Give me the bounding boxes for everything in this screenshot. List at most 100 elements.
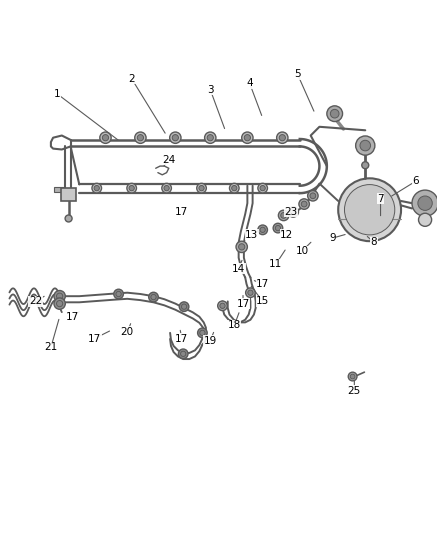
Circle shape bbox=[338, 179, 401, 241]
Text: 9: 9 bbox=[329, 233, 336, 243]
Circle shape bbox=[57, 301, 63, 306]
Circle shape bbox=[178, 349, 188, 359]
Circle shape bbox=[301, 201, 307, 207]
Circle shape bbox=[170, 132, 181, 143]
Text: 18: 18 bbox=[228, 320, 241, 330]
Text: 6: 6 bbox=[412, 176, 419, 187]
Bar bbox=[54, 187, 63, 192]
Text: 3: 3 bbox=[207, 85, 214, 95]
Circle shape bbox=[220, 303, 225, 309]
Circle shape bbox=[149, 292, 158, 302]
Text: 24: 24 bbox=[162, 155, 175, 165]
Bar bbox=[61, 188, 76, 201]
Circle shape bbox=[356, 136, 375, 155]
Circle shape bbox=[137, 134, 144, 141]
Text: 5: 5 bbox=[294, 69, 301, 79]
Circle shape bbox=[258, 183, 268, 193]
Circle shape bbox=[164, 185, 169, 191]
Text: 17: 17 bbox=[175, 334, 188, 344]
Circle shape bbox=[290, 209, 296, 215]
Circle shape bbox=[230, 183, 239, 193]
Circle shape bbox=[260, 227, 265, 232]
Circle shape bbox=[327, 106, 343, 122]
Text: 17: 17 bbox=[66, 312, 79, 322]
Circle shape bbox=[129, 185, 134, 191]
Text: 1: 1 bbox=[54, 89, 61, 99]
Circle shape bbox=[232, 185, 237, 191]
Circle shape bbox=[412, 190, 438, 216]
Text: 23: 23 bbox=[284, 207, 298, 217]
Circle shape bbox=[277, 132, 288, 143]
Text: 17: 17 bbox=[88, 334, 101, 344]
Circle shape bbox=[116, 292, 121, 297]
Circle shape bbox=[279, 134, 286, 141]
Circle shape bbox=[102, 134, 109, 141]
Circle shape bbox=[239, 244, 245, 250]
Text: 20: 20 bbox=[121, 327, 134, 337]
Circle shape bbox=[310, 193, 316, 199]
Text: 7: 7 bbox=[377, 194, 384, 204]
Circle shape bbox=[179, 302, 189, 311]
Circle shape bbox=[65, 215, 72, 222]
Text: 12: 12 bbox=[280, 230, 293, 240]
Text: 8: 8 bbox=[371, 238, 377, 247]
Circle shape bbox=[94, 185, 99, 191]
Circle shape bbox=[288, 207, 298, 217]
Circle shape bbox=[299, 199, 309, 209]
Circle shape bbox=[151, 294, 156, 300]
Text: 17: 17 bbox=[256, 279, 269, 289]
Circle shape bbox=[348, 372, 357, 381]
Circle shape bbox=[127, 183, 137, 193]
Circle shape bbox=[281, 213, 286, 219]
Circle shape bbox=[246, 288, 255, 297]
Text: 15: 15 bbox=[256, 296, 269, 306]
Text: 2: 2 bbox=[128, 74, 135, 84]
Circle shape bbox=[260, 185, 265, 191]
Circle shape bbox=[242, 132, 253, 143]
Circle shape bbox=[419, 213, 431, 227]
Text: 17: 17 bbox=[237, 298, 250, 309]
Text: 19: 19 bbox=[204, 336, 217, 346]
Circle shape bbox=[418, 196, 432, 211]
Circle shape bbox=[273, 223, 283, 233]
Circle shape bbox=[197, 183, 206, 193]
Circle shape bbox=[199, 185, 204, 191]
Circle shape bbox=[244, 134, 251, 141]
Text: 11: 11 bbox=[269, 260, 283, 269]
Circle shape bbox=[218, 301, 227, 311]
Circle shape bbox=[54, 298, 65, 309]
Circle shape bbox=[307, 190, 318, 201]
Circle shape bbox=[135, 132, 146, 143]
Text: 10: 10 bbox=[295, 246, 308, 256]
Text: 14: 14 bbox=[232, 264, 245, 273]
Circle shape bbox=[276, 225, 281, 231]
Circle shape bbox=[207, 134, 213, 141]
Circle shape bbox=[54, 290, 65, 302]
Circle shape bbox=[205, 132, 216, 143]
Circle shape bbox=[360, 140, 371, 151]
Circle shape bbox=[330, 109, 339, 118]
Circle shape bbox=[162, 183, 171, 193]
Circle shape bbox=[181, 304, 187, 309]
Circle shape bbox=[198, 328, 207, 338]
Text: 25: 25 bbox=[348, 386, 361, 396]
Circle shape bbox=[57, 293, 63, 300]
Circle shape bbox=[350, 374, 355, 379]
Circle shape bbox=[248, 290, 253, 295]
Circle shape bbox=[92, 183, 102, 193]
Circle shape bbox=[279, 210, 289, 221]
Circle shape bbox=[362, 161, 369, 169]
Circle shape bbox=[236, 241, 247, 253]
Text: 4: 4 bbox=[246, 78, 253, 88]
Circle shape bbox=[172, 134, 178, 141]
Circle shape bbox=[180, 351, 186, 357]
Circle shape bbox=[258, 225, 268, 235]
Text: 17: 17 bbox=[175, 207, 188, 217]
Circle shape bbox=[114, 289, 124, 299]
Circle shape bbox=[100, 132, 111, 143]
Text: 21: 21 bbox=[44, 342, 57, 352]
Text: 22: 22 bbox=[29, 296, 42, 306]
Text: 13: 13 bbox=[245, 230, 258, 240]
Circle shape bbox=[344, 184, 395, 235]
Circle shape bbox=[200, 330, 205, 335]
